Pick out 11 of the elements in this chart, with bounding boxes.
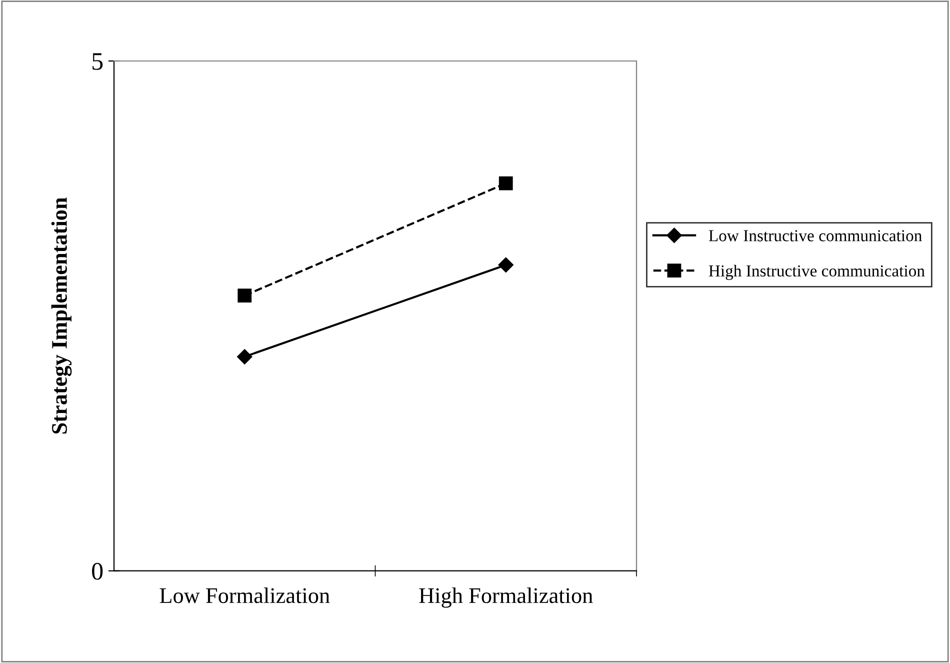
point	[498, 257, 514, 273]
y-axis-title: Strategy Implementation	[51, 197, 72, 434]
point	[237, 349, 252, 364]
point	[238, 288, 252, 302]
legend-label: High Instructive communication	[708, 264, 925, 280]
point	[498, 176, 513, 190]
y-tick-label: 5	[92, 53, 103, 70]
legend-label: Low Instructive communication	[708, 230, 922, 242]
x-tick-label: Low Formalization	[160, 588, 330, 604]
x-tick-label: High Formalization	[419, 588, 593, 608]
y-tick-label: 0	[92, 562, 103, 580]
